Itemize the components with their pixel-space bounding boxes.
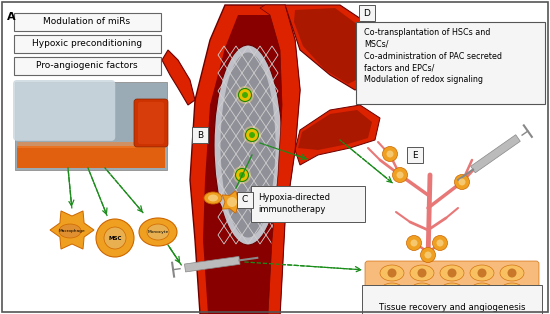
FancyBboxPatch shape <box>13 80 116 141</box>
FancyBboxPatch shape <box>17 142 165 148</box>
Text: C: C <box>242 196 248 204</box>
Ellipse shape <box>410 265 434 281</box>
Polygon shape <box>298 110 372 150</box>
Polygon shape <box>162 50 195 105</box>
Ellipse shape <box>410 283 434 299</box>
Circle shape <box>437 240 443 246</box>
Circle shape <box>425 252 432 258</box>
Polygon shape <box>222 191 244 214</box>
Circle shape <box>387 150 393 158</box>
Polygon shape <box>50 211 94 249</box>
Circle shape <box>477 286 487 295</box>
Text: D: D <box>364 8 371 18</box>
Polygon shape <box>295 105 380 165</box>
Text: Pro-angiogenic factors: Pro-angiogenic factors <box>36 62 138 71</box>
Circle shape <box>239 89 251 101</box>
Text: Macrophage: Macrophage <box>59 229 85 233</box>
Polygon shape <box>260 5 300 314</box>
Circle shape <box>245 128 258 142</box>
Text: Hypoxia-directed
immunotherapy: Hypoxia-directed immunotherapy <box>258 193 330 214</box>
Circle shape <box>96 219 134 257</box>
Polygon shape <box>471 135 520 173</box>
Ellipse shape <box>500 283 524 299</box>
Ellipse shape <box>440 265 464 281</box>
Circle shape <box>388 268 397 278</box>
Ellipse shape <box>147 224 169 240</box>
FancyBboxPatch shape <box>356 22 545 104</box>
FancyBboxPatch shape <box>365 261 539 305</box>
Polygon shape <box>190 5 300 314</box>
Text: B: B <box>197 131 203 139</box>
Text: Hypoxic preconditioning: Hypoxic preconditioning <box>32 40 142 48</box>
Circle shape <box>227 197 237 207</box>
Ellipse shape <box>440 283 464 299</box>
FancyBboxPatch shape <box>251 186 365 222</box>
Ellipse shape <box>380 265 404 281</box>
FancyBboxPatch shape <box>15 82 167 170</box>
Circle shape <box>508 286 516 295</box>
Ellipse shape <box>59 224 81 238</box>
FancyBboxPatch shape <box>237 192 253 208</box>
Circle shape <box>417 268 426 278</box>
Circle shape <box>397 171 404 178</box>
Ellipse shape <box>470 265 494 281</box>
Circle shape <box>235 169 249 181</box>
FancyBboxPatch shape <box>14 57 161 75</box>
Polygon shape <box>184 257 240 272</box>
FancyBboxPatch shape <box>17 146 165 168</box>
Circle shape <box>406 236 421 251</box>
FancyBboxPatch shape <box>138 102 164 144</box>
Text: Co-transplantation of HSCs and
MSCs/
Co-administration of PAC secreted
factors a: Co-transplantation of HSCs and MSCs/ Co-… <box>364 28 502 84</box>
FancyBboxPatch shape <box>359 5 375 21</box>
Circle shape <box>388 286 397 295</box>
Circle shape <box>448 286 456 295</box>
Ellipse shape <box>500 265 524 281</box>
Polygon shape <box>203 15 282 314</box>
Ellipse shape <box>380 283 404 299</box>
Ellipse shape <box>214 45 282 245</box>
Ellipse shape <box>208 194 218 202</box>
Circle shape <box>393 167 408 182</box>
Polygon shape <box>294 8 372 84</box>
Text: Monocyte: Monocyte <box>147 230 169 234</box>
Polygon shape <box>285 5 385 90</box>
Circle shape <box>239 172 245 178</box>
FancyBboxPatch shape <box>14 13 161 31</box>
Text: MSC: MSC <box>108 236 122 241</box>
Circle shape <box>417 286 426 295</box>
Ellipse shape <box>470 283 494 299</box>
Ellipse shape <box>221 52 276 237</box>
Circle shape <box>382 147 398 161</box>
Circle shape <box>421 247 436 263</box>
Circle shape <box>243 126 261 144</box>
Circle shape <box>233 166 251 184</box>
Ellipse shape <box>139 218 177 246</box>
Text: E: E <box>412 150 418 160</box>
Circle shape <box>454 175 470 190</box>
Circle shape <box>242 92 248 98</box>
Ellipse shape <box>204 192 222 204</box>
Circle shape <box>236 86 254 104</box>
Circle shape <box>104 227 126 249</box>
Text: Tissue recovery and angiogenesis: Tissue recovery and angiogenesis <box>379 302 525 311</box>
Circle shape <box>249 132 255 138</box>
FancyBboxPatch shape <box>407 147 423 163</box>
FancyBboxPatch shape <box>134 99 168 147</box>
Text: Modulation of miRs: Modulation of miRs <box>43 18 130 26</box>
Circle shape <box>432 236 448 251</box>
Circle shape <box>508 268 516 278</box>
Circle shape <box>459 178 465 186</box>
Circle shape <box>477 268 487 278</box>
FancyBboxPatch shape <box>192 127 208 143</box>
Circle shape <box>448 268 456 278</box>
Text: A: A <box>7 12 15 22</box>
Circle shape <box>410 240 417 246</box>
FancyBboxPatch shape <box>14 35 161 53</box>
